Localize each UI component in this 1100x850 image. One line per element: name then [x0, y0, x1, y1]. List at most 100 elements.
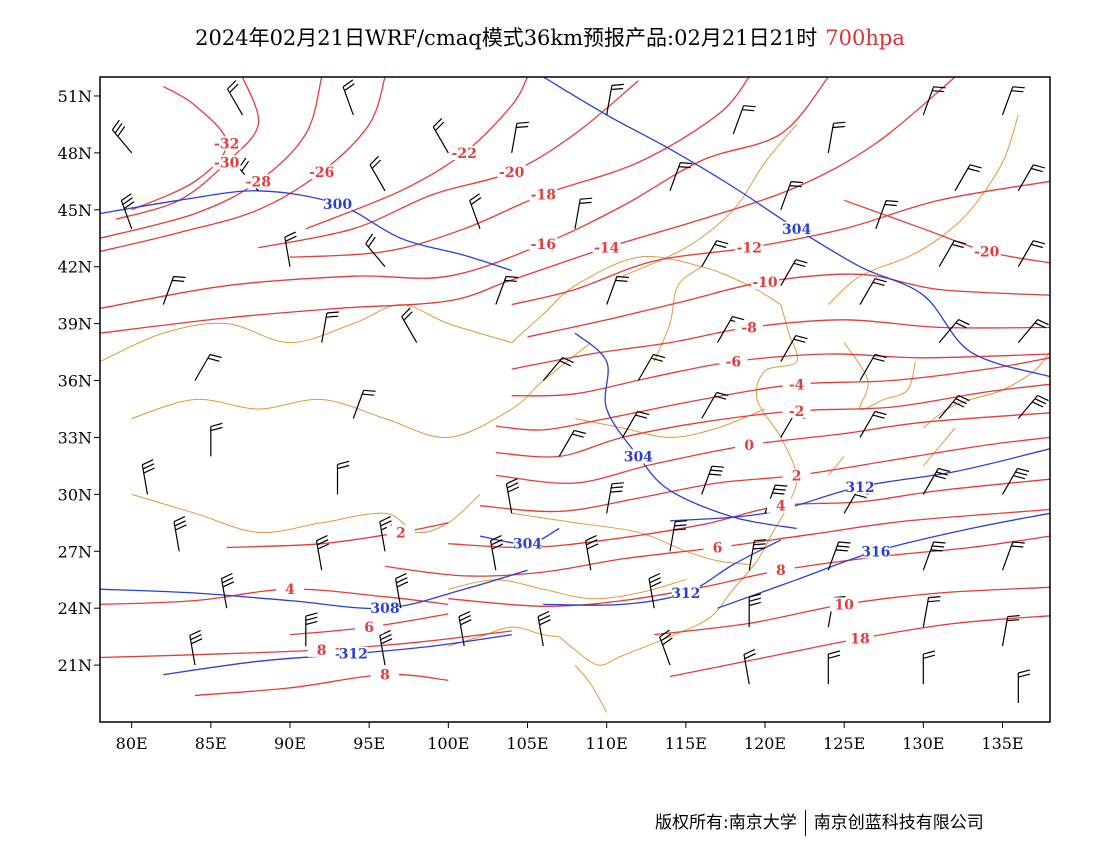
y-tick-label: 36N	[58, 372, 92, 391]
temperature-contour-label: -32	[214, 136, 239, 152]
x-tick-label: 135E	[981, 734, 1023, 753]
x-tick-label: 125E	[823, 734, 865, 753]
temperature-contour-label: -12	[737, 241, 762, 257]
height-contour-label-bg	[846, 479, 874, 494]
wind-barb	[1017, 240, 1046, 267]
temperature-contour-label: -14	[594, 241, 620, 257]
x-tick-label: 90E	[274, 734, 306, 753]
temperature-contour-label: 0	[744, 438, 754, 454]
height-contour-line	[543, 539, 782, 606]
height-contour-line	[100, 569, 528, 610]
wind-barb	[542, 356, 574, 381]
height-contour-label: 308	[370, 601, 399, 617]
temperature-contour-label: -26	[309, 165, 334, 181]
height-contour-label: 304	[513, 537, 542, 553]
temperature-contour-label-bg	[276, 582, 304, 597]
footer-divider	[804, 810, 806, 836]
wind-barb	[226, 80, 244, 116]
temperature-contour-label-bg	[766, 563, 795, 578]
wind-barb	[748, 539, 767, 571]
temperature-contour-label: -22	[452, 146, 477, 162]
temperature-contour-label-bg	[307, 164, 336, 179]
wind-barb	[505, 478, 520, 514]
height-contour-label: 304	[782, 222, 811, 238]
temperature-contour-label-bg	[782, 468, 811, 483]
temperature-contour-label: 6	[713, 540, 723, 556]
temperature-contour-label-bg	[307, 642, 336, 657]
border-line	[100, 304, 512, 363]
temperature-contour-label-bg	[371, 667, 399, 682]
wind-barb	[1017, 164, 1046, 192]
border-line	[827, 114, 1019, 305]
temperature-contour-line	[100, 77, 323, 239]
wind-barb	[748, 593, 761, 628]
temperature-contour-label-bg	[751, 274, 779, 289]
wind-barb	[469, 193, 482, 230]
wind-barb	[938, 319, 970, 343]
map-frame	[99, 76, 1051, 723]
wind-barb	[637, 353, 666, 381]
temperature-contour-label-bg	[735, 438, 764, 453]
wind-barb	[606, 83, 624, 116]
wind-barb	[859, 278, 887, 305]
temperature-contour-line	[511, 353, 1050, 397]
height-contour-label-bg	[323, 197, 352, 212]
wind-barb	[365, 233, 386, 268]
border-line	[574, 664, 608, 713]
temperature-contour-label-bg	[212, 136, 241, 151]
wind-barb	[827, 121, 846, 154]
temperature-contour-label-bg	[766, 498, 795, 513]
wind-barb	[284, 231, 297, 267]
height-contour-label-bg	[624, 449, 653, 464]
wind-barb	[1017, 319, 1049, 343]
height-contour-label: 312	[671, 586, 700, 602]
temperature-contour-line	[511, 180, 1050, 306]
wind-barb	[173, 516, 187, 552]
temperature-contour-label-bg	[735, 240, 764, 255]
height-contour-label: 300	[323, 197, 352, 213]
temperature-contour-label-bg	[212, 155, 241, 170]
wind-barb	[315, 535, 330, 571]
height-contour-label: 312	[339, 647, 368, 663]
y-tick-label: 51N	[58, 87, 92, 106]
wind-barb	[490, 535, 504, 571]
wind-barb	[827, 596, 846, 628]
wind-barb	[194, 353, 222, 381]
temperature-contour-line	[495, 357, 1050, 431]
x-tick-label: 130E	[902, 734, 944, 753]
border-line	[574, 408, 766, 438]
wind-barb	[621, 410, 650, 438]
height-contour-label: 312	[845, 480, 874, 496]
temperature-contour-line	[258, 80, 639, 249]
temperature-contour-label-bg	[782, 377, 811, 392]
company-text: 南京创蓝科技有限公司	[813, 813, 984, 833]
wind-barb	[922, 650, 936, 685]
wind-barb	[336, 460, 350, 495]
temperature-contour-label: 2	[396, 525, 406, 541]
wind-barb	[827, 541, 851, 571]
copyright-footer: 版权所有:南京大学 南京创蓝科技有限公司	[655, 808, 984, 836]
temperature-contour-label: 18	[850, 632, 869, 648]
x-tick-label: 80E	[116, 734, 148, 753]
height-contour-label-bg	[339, 646, 368, 661]
contour-labels: -32-30-28-26-22-20-18-16 -14 -12 -20-10-8-6…	[212, 136, 1001, 684]
height-contour-label-bg	[513, 536, 542, 551]
wind-barb	[875, 200, 899, 230]
y-tick-label: 39N	[58, 315, 92, 334]
temperature-contour-line	[100, 77, 829, 310]
temperature-contour-label: 6	[364, 620, 374, 636]
temperature-contour-label: -18	[531, 188, 556, 204]
temperature-contour-label-bg	[529, 187, 558, 202]
wind-barb	[379, 516, 393, 552]
wind-barb	[701, 391, 729, 419]
title-pressure-level: 700hpa	[825, 26, 905, 50]
province-borders	[100, 114, 1050, 713]
title-main: 2024年02月21日WRF/cmaq模式36km预报产品:02月21日21时	[195, 26, 818, 50]
wind-barb	[1001, 86, 1025, 116]
wind-barb	[162, 275, 186, 305]
border-line	[448, 626, 560, 647]
temperature-contour-label: 2	[792, 468, 802, 484]
temperature-contour-line	[495, 383, 1050, 458]
wind-barb	[220, 572, 235, 609]
border-line	[827, 456, 845, 476]
